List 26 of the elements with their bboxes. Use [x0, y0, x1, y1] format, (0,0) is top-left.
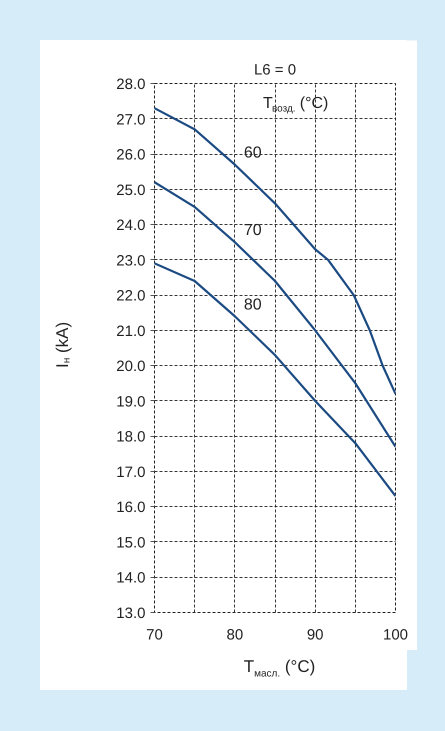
y-tick-label: 16.0	[116, 499, 146, 516]
x-tick-label: 100	[382, 626, 408, 644]
y-tick-label: 18.0	[116, 428, 146, 446]
y-tick-label: 26.0	[116, 146, 146, 164]
y-tick-label: 20.0	[116, 358, 146, 376]
y-tick-label: 22.0	[116, 288, 146, 305]
x-tick-label: 90	[306, 626, 324, 644]
chart-title: L6 = 0	[254, 62, 296, 78]
y-tick-label: 17.0	[116, 464, 146, 481]
y-tick-label: 14.0	[116, 570, 146, 587]
x-tick-label: 70	[146, 626, 163, 644]
line-series	[154, 181, 396, 448]
y-tick-label: 28.0	[116, 76, 146, 93]
series-label: 70	[244, 222, 262, 240]
y-tick-label: 27.0	[116, 111, 146, 128]
y-tick-label: 19.0	[116, 393, 146, 410]
y-tick-label: 15.0	[116, 534, 146, 552]
series-label: 80	[244, 296, 262, 314]
y-tick-label: 25.0	[116, 182, 146, 199]
x-tick-label: 80	[226, 626, 244, 644]
y-tick-label: 21.0	[116, 322, 146, 340]
line-series	[154, 262, 396, 498]
x-axis-title: T$_{масл.}$ (°C)	[244, 656, 316, 682]
y-tick-label: 23.0	[116, 252, 146, 270]
y-tick-label: 13.0	[116, 605, 146, 622]
y-tick-label: 24.0	[116, 217, 146, 234]
